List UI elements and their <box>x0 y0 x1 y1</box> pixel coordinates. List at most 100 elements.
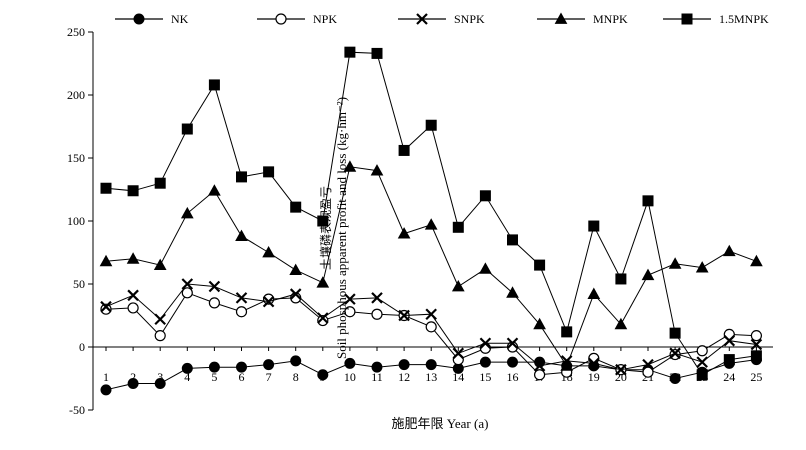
legend-label: SNPK <box>454 12 485 26</box>
series-line-mnpk <box>105 166 757 367</box>
data-point-snpk <box>289 288 302 300</box>
legend-marker <box>133 13 145 25</box>
data-point-snpk <box>317 312 329 324</box>
data-point-mnpk <box>289 263 303 276</box>
data-point-mnpk <box>451 279 465 292</box>
x-tick-label: 12 <box>398 370 410 384</box>
data-point-nk <box>100 384 112 396</box>
data-point-mnpk <box>208 184 221 196</box>
x-tick-label: 5 <box>211 370 217 384</box>
x-axis-label: 施肥年限 Year (a) <box>392 416 489 431</box>
series-snpk <box>100 278 763 376</box>
data-point-mnpk <box>560 359 574 371</box>
data-point-snpk <box>696 356 708 368</box>
data-point-nk <box>208 361 220 373</box>
data-point-snpk <box>208 280 221 293</box>
data-point-mnpk <box>262 245 275 258</box>
data-point-mnpk <box>668 257 682 269</box>
data-point-mnpk <box>126 252 140 264</box>
y-tick-label: 100 <box>67 214 85 228</box>
legend-label: MNPK <box>593 12 628 26</box>
data-point-1-5mnpk <box>588 220 600 232</box>
data-point-npk <box>100 303 112 315</box>
x-tick-label: 15 <box>479 370 491 384</box>
x-tick-label: 14 <box>452 370 464 384</box>
data-point-1-5mnpk <box>425 119 437 131</box>
data-point-1-5mnpk <box>615 273 627 285</box>
series-mnpk <box>99 160 763 371</box>
data-point-snpk <box>181 278 194 290</box>
chart-legend: NK NPK SNPK MNPK 1.5MNPK <box>115 12 769 26</box>
data-point-1-5mnpk <box>642 195 654 207</box>
x-tick-label: 6 <box>239 370 245 384</box>
data-point-snpk <box>262 295 275 308</box>
data-point-mnpk <box>750 254 763 267</box>
x-tick-label: 11 <box>371 370 383 384</box>
data-point-mnpk <box>587 287 601 299</box>
data-point-mnpk <box>153 258 167 270</box>
data-point-nk <box>263 359 275 371</box>
data-point-1-5mnpk <box>181 123 193 135</box>
data-point-snpk <box>398 309 410 322</box>
data-point-nk <box>290 355 302 367</box>
data-point-1-5mnpk <box>236 171 247 183</box>
data-point-snpk <box>425 308 437 321</box>
series-1-5mnpk <box>100 46 762 381</box>
x-tick-label: 13 <box>425 370 437 384</box>
data-point-mnpk <box>695 261 709 273</box>
data-point-1-5mnpk <box>290 201 302 213</box>
data-point-1-5mnpk <box>208 79 220 91</box>
data-point-1-5mnpk <box>669 327 681 339</box>
data-point-1-5mnpk <box>100 182 112 194</box>
data-point-snpk <box>506 337 519 349</box>
data-point-nk <box>236 361 247 373</box>
data-point-snpk <box>479 337 492 349</box>
data-point-nk <box>154 378 166 390</box>
data-point-1-5mnpk <box>723 354 735 366</box>
data-point-nk <box>425 359 437 371</box>
data-point-snpk <box>588 357 600 370</box>
data-point-npk <box>235 306 248 318</box>
data-point-npk <box>533 369 546 381</box>
data-point-npk <box>642 366 654 378</box>
chart-series <box>99 46 763 396</box>
x-tick-label: 8 <box>293 370 299 384</box>
data-point-npk <box>208 297 220 309</box>
data-point-snpk <box>669 347 681 360</box>
data-point-1-5mnpk <box>534 259 546 271</box>
legend-marker <box>554 12 568 24</box>
x-tick-label: 16 <box>507 370 519 384</box>
x-tick-label: 7 <box>266 370 272 384</box>
data-point-nk <box>317 369 329 381</box>
data-point-snpk <box>615 363 627 376</box>
data-point-snpk <box>154 313 166 326</box>
data-point-snpk <box>127 289 139 302</box>
legend-label: NK <box>171 12 189 26</box>
data-point-nk <box>371 361 383 373</box>
data-point-1-5mnpk <box>371 47 383 59</box>
y-ticks: -50 0 50 100 150 200 250 <box>67 25 93 417</box>
legend-label: NPK <box>313 12 337 26</box>
legend-marker <box>681 13 693 25</box>
data-point-nk <box>181 362 193 374</box>
y-tick-label: 50 <box>73 277 85 291</box>
data-point-nk <box>479 356 491 368</box>
x-tick-label: 24 <box>723 370 735 384</box>
x-tick-label: 4 <box>184 370 190 384</box>
legend-item-1-5mnpk: 1.5MNPK <box>663 12 769 26</box>
data-point-1-5mnpk <box>696 369 708 381</box>
data-point-snpk <box>100 300 112 313</box>
data-point-1-5mnpk <box>154 177 166 189</box>
data-point-nk <box>127 378 139 390</box>
data-point-npk <box>154 330 166 342</box>
data-point-npk <box>696 345 708 357</box>
data-point-npk <box>425 321 437 333</box>
data-point-mnpk <box>235 229 248 242</box>
x-tick-label: 1 <box>103 370 109 384</box>
data-point-mnpk <box>316 276 330 288</box>
legend-label: 1.5MNPK <box>719 12 769 26</box>
y-tick-label: 0 <box>79 340 85 354</box>
data-point-nk <box>398 359 410 371</box>
